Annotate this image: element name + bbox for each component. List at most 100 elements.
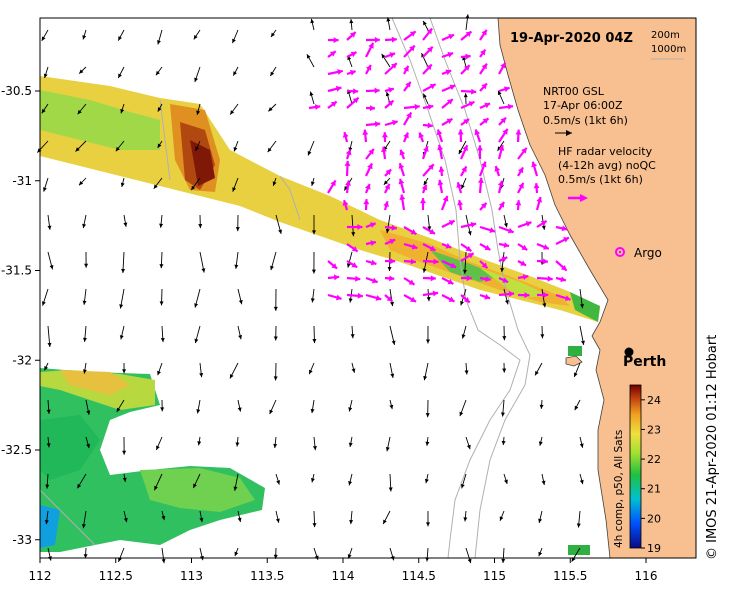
radar-arrow (327, 293, 342, 301)
model-arrow (425, 399, 430, 418)
colorbar-tick-label: 19 (647, 542, 661, 555)
model-arrow (155, 66, 163, 76)
y-tick-label: -33 (12, 533, 32, 547)
model-legend-arrow (555, 130, 572, 136)
model-arrow (44, 510, 49, 525)
radar-arrow (308, 104, 321, 111)
radar-arrow (437, 144, 444, 160)
x-tick-label: 115 (483, 569, 506, 583)
model-arrow (82, 214, 87, 229)
model-arrow (541, 473, 546, 486)
radar-arrow (478, 161, 487, 177)
model-arrow (41, 288, 49, 306)
radar-arrow (398, 178, 406, 194)
model-arrow (85, 436, 90, 449)
radar-arrow (381, 146, 388, 160)
model-arrow (117, 29, 125, 41)
model-arrow (311, 214, 316, 235)
radar-arrow (384, 87, 395, 93)
radar-legend-name: HF radar velocity (558, 145, 653, 158)
hf-radar-arrows (308, 27, 571, 304)
model-arrow (312, 436, 317, 451)
model-arrow (233, 140, 239, 152)
radar-arrow (555, 260, 568, 272)
radar-arrow (422, 27, 433, 41)
model-arrow (75, 140, 87, 152)
radar-arrow (365, 240, 377, 246)
model-arrow (383, 177, 391, 186)
perth-label: Perth (623, 354, 666, 370)
model-arrow (310, 288, 315, 303)
model-arrow (157, 29, 163, 45)
radar-arrow (365, 293, 382, 301)
radar-arrow (498, 86, 510, 93)
model-arrow (275, 473, 281, 485)
model-arrow (346, 251, 353, 268)
model-arrow (37, 140, 49, 153)
model-arrow (458, 140, 467, 155)
model-arrow (47, 251, 54, 270)
colorbar-tick-label: 21 (647, 483, 661, 496)
radar-arrow (479, 293, 491, 300)
model-arrow (540, 325, 545, 339)
depth-1000-label: 1000m (651, 44, 686, 55)
model-arrow (234, 251, 239, 269)
radar-arrow (365, 148, 375, 160)
model-arrow (312, 510, 317, 528)
model-arrow (229, 362, 239, 379)
radar-arrow (384, 224, 397, 231)
radar-arrow (457, 199, 464, 211)
model-arrow (423, 177, 429, 186)
radar-arrow (402, 132, 409, 143)
model-arrow (77, 103, 87, 115)
model-arrow (232, 66, 239, 76)
radar-arrow (363, 199, 370, 211)
radar-arrow (422, 104, 434, 110)
radar-arrow (441, 117, 453, 126)
model-arrow (502, 362, 507, 373)
model-arrow (459, 399, 467, 417)
model-arrow (348, 473, 353, 486)
radar-arrow (327, 50, 337, 58)
radar-arrow (399, 194, 406, 211)
model-arrow (273, 325, 278, 341)
radar-arrow (384, 119, 398, 127)
model-arrow (348, 436, 353, 448)
map-title: 19-Apr-2020 04Z (510, 31, 633, 46)
radar-arrow (384, 36, 397, 43)
model-arrow (237, 510, 242, 523)
radar-arrow (460, 30, 473, 41)
radar-arrow (460, 100, 475, 110)
radar-arrow (327, 37, 339, 44)
radar-arrow (498, 225, 514, 234)
radar-arrow (403, 103, 420, 110)
model-arrow (115, 140, 125, 152)
radar-arrow (422, 290, 439, 297)
colorbar (629, 384, 642, 549)
radar-arrow (460, 243, 472, 252)
radar-arrow (327, 100, 338, 109)
model-arrow (118, 547, 125, 563)
radar-arrow (441, 259, 457, 269)
radar-arrow (460, 221, 477, 229)
radar-arrow (517, 274, 529, 281)
radar-arrow (460, 275, 472, 282)
model-arrow (502, 325, 507, 341)
radar-arrow (441, 98, 454, 109)
model-arrow (78, 66, 87, 74)
sst-swath-south (40, 368, 590, 555)
radar-arrow (479, 102, 491, 110)
model-arrow (159, 251, 164, 269)
radar-arrow (365, 259, 377, 266)
model-arrow (47, 214, 52, 230)
radar-arrow (346, 88, 359, 95)
radar-arrow (441, 242, 452, 249)
radar-arrow (422, 46, 434, 58)
model-arrow (309, 91, 315, 105)
radar-arrow (533, 183, 540, 194)
model-arrow (269, 66, 277, 77)
model-arrow (423, 362, 429, 381)
model-arrow (45, 473, 50, 489)
model-arrow (46, 436, 51, 448)
radar-arrow (517, 166, 524, 177)
